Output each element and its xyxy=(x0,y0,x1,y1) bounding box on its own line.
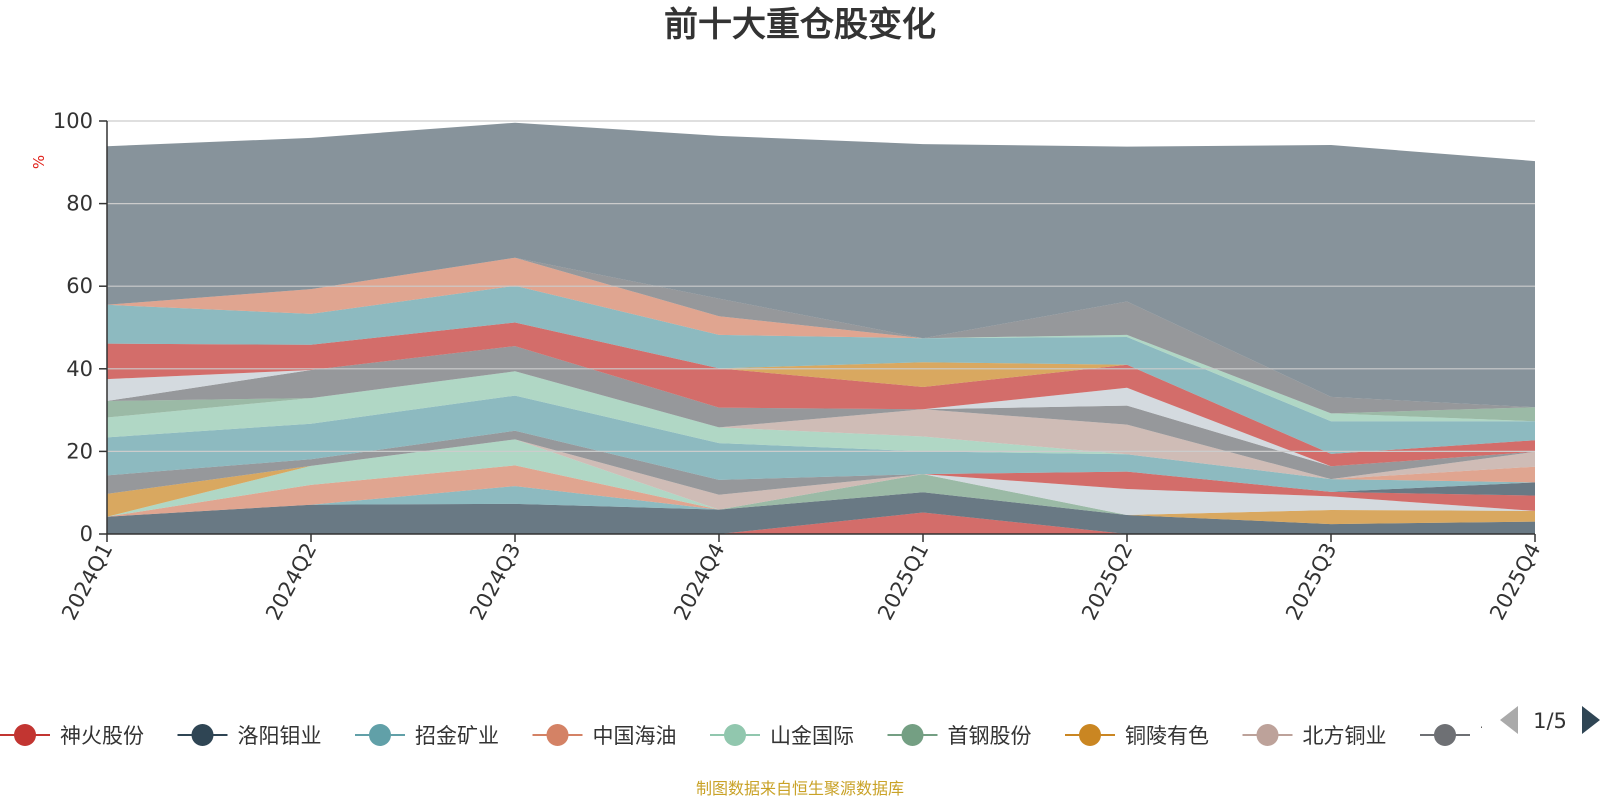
legend-marker-山金国际 xyxy=(724,724,746,746)
x-tick-label-2025Q3: 2025Q3 xyxy=(1281,539,1341,624)
area-series-铜陵有色 xyxy=(107,439,1535,525)
legend-item-洛阳钼业[interactable]: 洛阳钼业 xyxy=(177,724,322,748)
legend-label-北方铜业: 北方铜业 xyxy=(1303,724,1387,748)
legend-pager: 1/5 xyxy=(1500,706,1600,734)
legend-label-洛阳钼业: 洛阳钼业 xyxy=(238,724,322,748)
x-tick-label-2024Q2: 2024Q2 xyxy=(261,539,321,624)
x-tick-label-2024Q4: 2024Q4 xyxy=(669,539,729,624)
legend-label-招金矿业: 招金矿业 xyxy=(415,724,499,748)
legend-marker-招金矿业 xyxy=(369,724,391,746)
area-series-中国宏桥 xyxy=(107,371,1535,480)
legend-label-山金国际: 山金国际 xyxy=(770,724,854,748)
legend-page-indicator: 1/5 xyxy=(1533,709,1567,733)
area-series-招金矿业 xyxy=(107,486,1535,525)
area-series-中金黄金 xyxy=(107,395,1535,492)
series-areas xyxy=(107,122,1535,534)
area-series-洛阳玻璃 xyxy=(107,371,1535,480)
y-axis-unit-label: % xyxy=(30,155,48,169)
legend-marker-神火股份 xyxy=(14,724,36,746)
legend-marker-首钢股份 xyxy=(901,724,924,746)
y-tick-label-80: 80 xyxy=(66,192,93,216)
legend-item-中国海油[interactable]: 中国海油 xyxy=(532,724,677,748)
legend-prev-icon[interactable] xyxy=(1500,706,1518,734)
legend-item-山金国际[interactable]: 山金国际 xyxy=(710,724,854,748)
y-tick-label-0: 0 xyxy=(80,522,93,546)
legend-label-中国海油: 中国海油 xyxy=(593,724,677,748)
legend-marker-北方铜业 xyxy=(1256,724,1279,746)
data-source-note: 制图数据来自恒生聚源数据库 xyxy=(696,779,904,798)
legend-marker-洛阳钼业 xyxy=(191,724,214,746)
x-tick-label-2025Q1: 2025Q1 xyxy=(873,539,933,624)
x-tick-label-2024Q3: 2024Q3 xyxy=(465,539,525,624)
legend-label-神火股份: 神火股份 xyxy=(60,724,144,748)
x-tick-label-2025Q4: 2025Q4 xyxy=(1485,539,1545,624)
area-series-江西铜业 xyxy=(107,322,1535,467)
legend-item-首钢股份[interactable]: 首钢股份 xyxy=(887,724,1032,748)
legend-marker-西部矿业 xyxy=(1434,724,1456,746)
area-series-金诚信 xyxy=(107,430,1535,515)
area-series-中国有色矿业 xyxy=(107,257,1535,414)
area-series-其他 xyxy=(107,122,1535,408)
x-tick-label-2024Q1: 2024Q1 xyxy=(57,539,117,624)
legend-item-北方铜业[interactable]: 北方铜业 xyxy=(1242,724,1387,748)
x-tick-label-2025Q2: 2025Q2 xyxy=(1077,539,1137,624)
legend-label-首钢股份: 首钢股份 xyxy=(948,724,1032,748)
area-series-赤峰黄金 xyxy=(107,430,1535,496)
legend-next-icon[interactable] xyxy=(1582,706,1600,734)
legend-item-西部矿业[interactable]: 西部矿业 xyxy=(1420,724,1564,748)
area-series-中国海油 xyxy=(107,465,1535,525)
area-series-云南铜业 xyxy=(107,285,1535,454)
y-tick-label-40: 40 xyxy=(66,357,93,381)
legend-label-铜陵有色: 铜陵有色 xyxy=(1125,724,1209,748)
legend-item-神火股份[interactable]: 神火股份 xyxy=(0,724,144,748)
legend-item-招金矿业[interactable]: 招金矿业 xyxy=(355,724,499,748)
legend: 神火股份 洛阳钼业 招金矿业 中国海油 山金国际 首钢股份 铜陵有色 北方铜业 西部矿业 xyxy=(0,724,1564,748)
grid-lines xyxy=(107,120,1535,452)
legend-item-铜陵有色[interactable]: 铜陵有色 xyxy=(1065,724,1209,748)
y-tick-label-20: 20 xyxy=(66,439,93,463)
legend-marker-中国海油 xyxy=(546,724,569,746)
legend-marker-铜陵有色 xyxy=(1079,724,1101,746)
area-series-云铝股份 xyxy=(107,346,1535,480)
legend-label-西部矿业: 西部矿业 xyxy=(1480,724,1564,748)
area-series-山金国际 xyxy=(107,439,1535,525)
y-tick-label-60: 60 xyxy=(66,274,93,298)
chart-title: 前十大重仓股变化 xyxy=(664,5,936,45)
area-series-洛阳钼业 xyxy=(107,492,1535,534)
y-tick-label-100: 100 xyxy=(53,109,93,133)
